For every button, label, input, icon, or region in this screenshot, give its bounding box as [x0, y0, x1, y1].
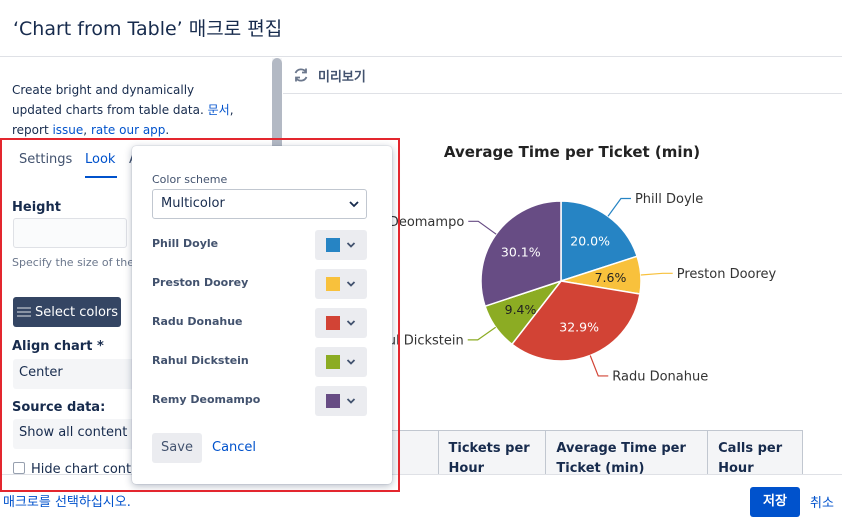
pie-slice[interactable] — [510, 280, 641, 362]
description-line-2: updated charts from table data. — [12, 103, 208, 117]
dialog-title: ‘Chart from Table’ 매크로 편집 — [13, 18, 283, 40]
series-color-row: Radu Donahue — [152, 308, 367, 338]
select-colors-button[interactable]: Select colors — [13, 297, 121, 327]
chevron-down-icon — [346, 320, 356, 326]
save-button[interactable]: 저장 — [750, 487, 800, 517]
slice-percent-label: 9.4% — [505, 302, 537, 317]
series-name: Rahul Dickstein — [152, 354, 249, 367]
series-name: Preston Doorey — [152, 276, 249, 289]
series-color-picker[interactable] — [315, 230, 367, 260]
tab-settings[interactable]: Settings — [19, 152, 73, 167]
series-color-row: Phill Doyle — [152, 230, 367, 260]
chevron-down-icon — [346, 281, 356, 287]
preview-header: 미리보기 — [283, 58, 842, 94]
description-line-1: Create bright and dynamically — [12, 83, 195, 97]
slice-name-label: Preston Doorey — [677, 267, 777, 282]
chevron-down-icon — [346, 242, 356, 248]
height-help-text: Specify the size of the chart in pixels.… — [12, 256, 137, 269]
active-tab-indicator — [85, 176, 117, 178]
hide-chart-controls-label: Hide chart controls — [31, 462, 155, 474]
description-comma: , — [229, 103, 234, 117]
pie-chart: Average Time per Ticket (min) 20.0% Phill… — [348, 143, 777, 384]
table-header-calls: Calls per Hour — [707, 430, 803, 474]
chart-title: Average Time per Ticket (min) — [444, 143, 700, 161]
chevron-down-icon — [349, 201, 359, 208]
slice-leader-line — [467, 326, 497, 341]
slice-leader-line — [607, 197, 631, 217]
series-color-picker[interactable] — [315, 269, 367, 299]
series-color-picker[interactable] — [315, 308, 367, 338]
color-scheme-value: Multicolor — [161, 196, 225, 211]
cancel-button[interactable]: 취소 — [810, 496, 834, 511]
color-scheme-label: Color scheme — [152, 173, 228, 186]
color-swatch — [326, 394, 340, 408]
slice-percent-label: 20.0% — [570, 233, 610, 248]
dialog-header: ‘Chart from Table’ 매크로 편집 — [0, 0, 842, 57]
slice-leader-line — [640, 272, 673, 276]
color-scheme-select[interactable]: Multicolor — [152, 189, 367, 219]
slice-leader-line — [468, 220, 497, 235]
series-name: Phill Doyle — [152, 237, 219, 250]
source-data-select[interactable]: Show all content — [13, 419, 138, 449]
height-label: Height — [12, 200, 61, 215]
series-color-row: Preston Doorey — [152, 269, 367, 299]
report-issue-link[interactable]: issue — [52, 123, 84, 137]
series-color-picker[interactable] — [315, 386, 367, 416]
slice-percent-label: 32.9% — [559, 320, 599, 335]
rate-app-link[interactable]: rate our app — [90, 123, 166, 137]
series-color-row: Rahul Dickstein — [152, 347, 367, 377]
dialog-footer: 매크로를 선택하십시오. 저장 취소 — [0, 474, 842, 526]
table-header-avg-time: Average Time per Ticket (min) — [545, 430, 709, 474]
hide-chart-controls-checkbox[interactable] — [13, 462, 25, 474]
chevron-down-icon — [346, 359, 356, 365]
height-input[interactable] — [13, 218, 127, 248]
source-data-label: Source data: — [12, 400, 106, 415]
menu-lines-icon — [17, 307, 31, 317]
tab-look[interactable]: Look — [85, 152, 116, 167]
hide-chart-controls-row[interactable]: Hide chart controls — [13, 462, 155, 474]
pie-slice[interactable] — [480, 200, 562, 308]
description-period: . — [165, 123, 170, 137]
color-swatch — [326, 355, 340, 369]
documentation-link[interactable]: 문서 — [207, 103, 230, 117]
refresh-icon[interactable] — [293, 67, 309, 83]
color-swatch — [326, 316, 340, 330]
series-color-picker[interactable] — [315, 347, 367, 377]
chevron-down-icon — [346, 398, 356, 404]
preview-label: 미리보기 — [318, 70, 366, 85]
slice-name-label: Radu Donahue — [612, 369, 708, 384]
align-chart-select[interactable]: Center — [13, 359, 138, 389]
series-name: Radu Donahue — [152, 315, 243, 328]
align-chart-label: Align chart * — [12, 339, 104, 354]
select-colors-label: Select colors — [35, 304, 119, 320]
macro-description: Create bright and dynamically updated ch… — [12, 80, 267, 140]
popup-cancel-button[interactable]: Cancel — [212, 440, 257, 455]
color-swatch — [326, 277, 340, 291]
description-line-3: report — [12, 123, 53, 137]
series-color-row: Remy Deomampo — [152, 386, 367, 416]
series-name: Remy Deomampo — [152, 393, 261, 406]
slice-leader-line — [589, 355, 609, 377]
slice-percent-label: 7.6% — [595, 270, 627, 285]
select-colors-popup: Color scheme Multicolor Phill Doyle Prest… — [132, 146, 392, 484]
slice-percent-label: 30.1% — [501, 244, 541, 259]
select-macro-link[interactable]: 매크로를 선택하십시오. — [3, 495, 131, 510]
slice-name-label: Phill Doyle — [635, 192, 703, 207]
description-separator: , — [83, 123, 91, 137]
macro-settings-panel: Create bright and dynamically updated ch… — [0, 58, 282, 474]
popup-save-button[interactable]: Save — [152, 433, 202, 463]
color-swatch — [326, 238, 340, 252]
table-header-tickets: Tickets per Hour — [437, 430, 547, 474]
